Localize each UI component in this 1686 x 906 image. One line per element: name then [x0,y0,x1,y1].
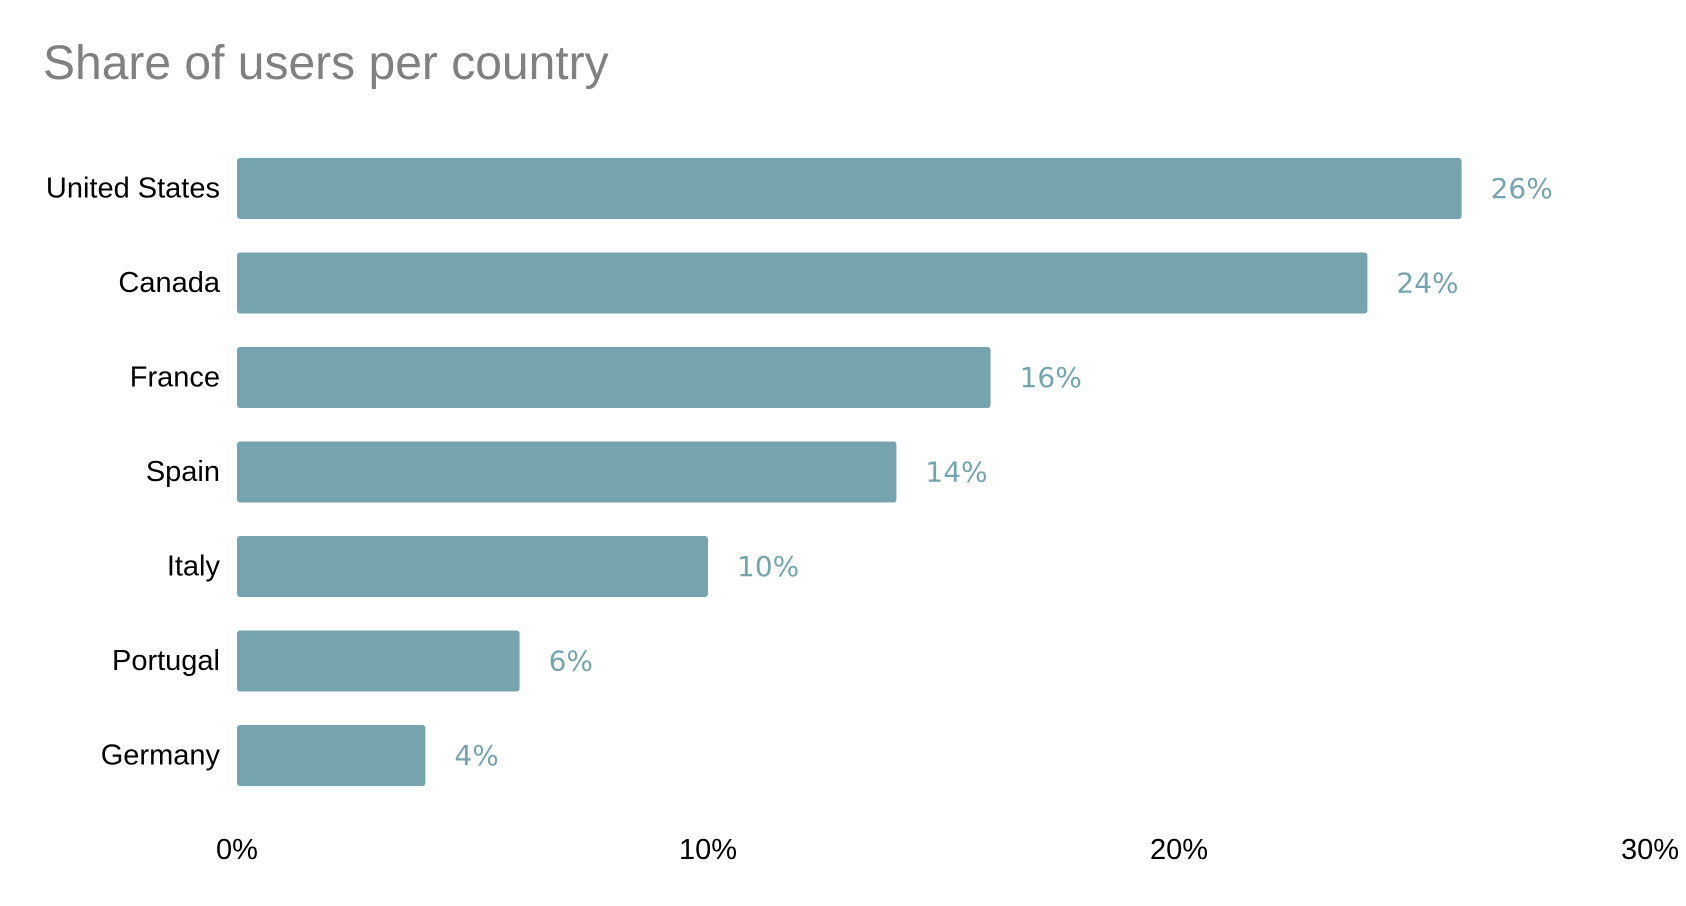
category-label-germany: Germany [101,740,221,772]
bar-italy [237,536,708,597]
value-labels: 26% 24% 16% 14% 10% 6% 4% [454,172,1552,772]
category-label-united-states: United States [46,173,220,205]
x-tick-label: 0% [216,834,258,866]
chart-title: Share of users per country [43,37,609,90]
category-label-spain: Spain [146,456,220,488]
value-label-germany: 4% [454,739,498,772]
category-label-france: France [130,362,220,394]
value-label-italy: 10% [737,550,799,583]
value-label-canada: 24% [1396,267,1458,300]
bar-portugal [237,630,520,692]
bar-united-states [237,158,1462,219]
x-tick-label: 10% [679,834,737,866]
bar-canada [237,252,1368,314]
bar-germany [237,725,426,786]
value-label-spain: 14% [925,456,987,489]
x-tick-label: 20% [1150,834,1208,866]
value-label-france: 16% [1020,361,1082,394]
x-tick-label: 30% [1621,834,1679,866]
x-axis-ticks: 0% 10% 20% 30% [216,834,1679,866]
category-label-canada: Canada [118,267,220,299]
value-label-portugal: 6% [549,645,593,678]
bar-france [237,347,991,408]
category-labels: United States Canada France Spain Italy Portu… [46,173,221,772]
category-label-portugal: Portugal [112,645,220,677]
bar-spain [237,441,897,503]
value-label-united-states: 26% [1491,172,1553,205]
bars-group [237,158,1462,786]
category-label-italy: Italy [167,551,221,583]
